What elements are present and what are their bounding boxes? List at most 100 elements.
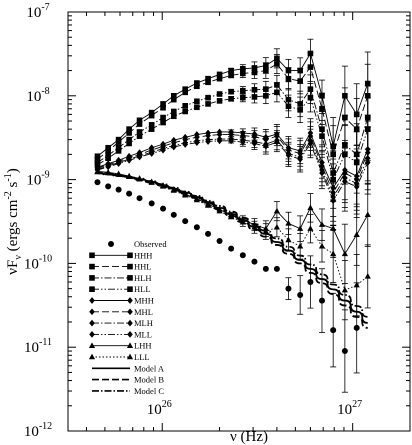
data-point <box>205 75 211 82</box>
legend-entry: HLH <box>89 273 151 283</box>
data-point <box>193 196 200 203</box>
series-clip-group <box>94 38 371 393</box>
data-point <box>342 178 348 185</box>
legend-entry: MHL <box>89 307 153 317</box>
data-point <box>170 113 177 120</box>
data-point <box>297 155 303 163</box>
data-point <box>239 252 246 259</box>
series-hll <box>94 82 371 209</box>
data-point <box>297 242 304 249</box>
data-point <box>205 79 211 86</box>
data-point <box>240 138 246 146</box>
axes-layer: 1026 1027 10-12 10-11 10-10 10-9 10-8 10-7 ν (Hz… <box>3 2 411 445</box>
y-tick-label: 10-12 <box>24 421 52 440</box>
data-point <box>205 101 211 107</box>
data-point <box>251 69 258 76</box>
data-point <box>115 148 122 154</box>
legend-marker <box>108 241 114 247</box>
data-point <box>170 143 177 151</box>
data-point <box>105 163 111 171</box>
legend-label: MLH <box>134 318 153 328</box>
legend-marker <box>127 319 133 327</box>
data-point <box>126 190 133 197</box>
data-point <box>228 137 234 145</box>
data-point <box>204 202 212 208</box>
data-point <box>193 224 200 231</box>
legend-label: MHH <box>134 296 154 306</box>
data-point <box>126 126 132 132</box>
data-point <box>194 133 200 141</box>
data-point <box>136 117 143 124</box>
data-point <box>262 265 269 272</box>
data-point <box>228 88 234 95</box>
data-point <box>126 136 132 143</box>
data-point <box>182 141 188 148</box>
data-point <box>160 114 166 121</box>
data-point <box>297 78 303 84</box>
data-point <box>160 119 166 126</box>
y-tick-label: 10-7 <box>26 2 49 21</box>
data-point <box>364 273 371 279</box>
data-point <box>263 67 269 74</box>
data-point <box>297 107 303 113</box>
x-axis-title: ν (Hz) <box>230 429 268 445</box>
data-point <box>353 324 360 331</box>
data-point <box>205 132 211 139</box>
legend-label: LLL <box>134 352 150 362</box>
series-line <box>97 171 368 318</box>
data-point <box>105 152 111 159</box>
legend-entry: Model B <box>92 375 164 385</box>
data-point <box>274 89 280 96</box>
legend-marker <box>127 286 133 292</box>
legend-marker <box>127 308 133 316</box>
data-point <box>170 211 177 218</box>
data-point <box>285 103 292 110</box>
legend-marker <box>89 252 95 259</box>
data-point <box>285 220 292 226</box>
data-point <box>205 230 212 237</box>
legend-entry: MLL <box>89 329 152 339</box>
data-point <box>136 133 143 139</box>
data-point <box>148 122 155 128</box>
data-point <box>216 131 223 138</box>
data-point <box>194 80 200 86</box>
data-point <box>240 132 246 139</box>
series-model-b <box>97 172 368 329</box>
legend-label: Model C <box>134 386 164 396</box>
data-point <box>251 140 258 147</box>
legend-marker <box>127 331 133 338</box>
series-line <box>97 172 368 329</box>
data-point <box>148 200 155 207</box>
data-point <box>319 105 325 112</box>
data-point <box>148 126 155 132</box>
data-point <box>216 75 223 82</box>
series-model-c <box>97 171 368 318</box>
legend-entry: MHH <box>89 296 154 306</box>
data-point <box>285 236 292 243</box>
data-point <box>160 104 166 111</box>
legend-label: LHH <box>134 341 151 351</box>
data-point <box>115 144 122 151</box>
data-point <box>273 223 280 230</box>
legend-marker <box>89 331 95 338</box>
data-point <box>273 265 280 272</box>
data-point <box>115 186 122 193</box>
data-point <box>205 94 211 101</box>
data-point <box>263 93 269 99</box>
legend-label: HLH <box>134 273 151 283</box>
y-axis-title: νFν (ergs cm-2 s-1) <box>3 168 24 274</box>
legend-label: HHH <box>134 250 152 260</box>
data-point <box>341 250 348 257</box>
data-point <box>251 258 258 265</box>
data-point <box>160 101 166 107</box>
data-point <box>216 98 223 104</box>
data-point <box>194 98 200 105</box>
data-point <box>228 72 234 79</box>
data-point <box>307 140 314 147</box>
data-point <box>182 191 189 198</box>
data-point <box>170 96 177 103</box>
data-point <box>307 278 314 285</box>
legend-label: Model A <box>134 363 165 373</box>
data-point <box>105 148 111 154</box>
